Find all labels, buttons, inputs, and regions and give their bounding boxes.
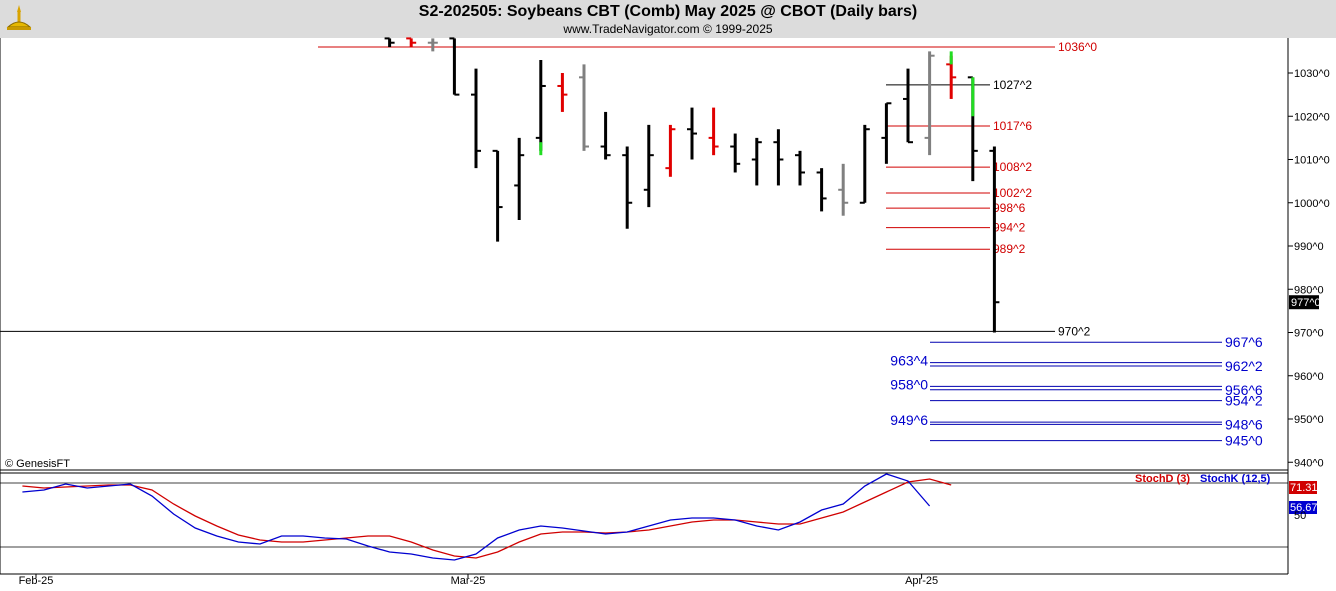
last-price-label: 977^0 [1291, 297, 1321, 309]
y-axis-panel [1288, 38, 1336, 591]
x-tick-label: Mar-25 [451, 575, 486, 587]
black-level-label: 970^2 [1058, 324, 1091, 338]
y-tick-label: 1020^0 [1294, 111, 1330, 123]
legend-stochd: StochD (3) [1135, 473, 1190, 485]
stochd-value-label: 71.31 [1290, 482, 1318, 494]
blue-level-label: 956^6 [1225, 382, 1263, 398]
blue-level-label: 949^6 [890, 412, 928, 428]
chart-subtitle: www.TradeNavigator.com © 1999-2025 [563, 22, 773, 36]
stoch-line [22, 473, 931, 561]
y-tick-label: 970^0 [1294, 328, 1324, 340]
x-tick-label: Feb-25 [19, 575, 54, 587]
red-level-label: 1008^2 [993, 160, 1032, 174]
blue-level-label: 967^6 [1225, 334, 1263, 350]
blue-level-label: 954^2 [1225, 393, 1263, 409]
copyright-label: © GenesisFT [5, 458, 70, 470]
blue-level-label: 948^6 [1225, 416, 1263, 432]
stochk-value-label: 56.67 [1290, 502, 1318, 514]
y-tick-label: 1030^0 [1294, 68, 1330, 80]
y-tick-label: 1010^0 [1294, 155, 1330, 167]
oscillator-tick-label: 50 [1294, 510, 1306, 522]
blue-level-label: 958^0 [890, 376, 928, 392]
red-level-label: 1017^6 [993, 119, 1032, 133]
y-tick-label: 950^0 [1294, 414, 1324, 426]
blue-level-label: 963^4 [890, 353, 928, 369]
blue-level-label: 945^0 [1225, 433, 1263, 449]
y-tick-label: 960^0 [1294, 371, 1324, 383]
chart-title: S2-202505: Soybeans CBT (Comb) May 2025 … [418, 3, 918, 20]
y-tick-label: 980^0 [1294, 284, 1324, 296]
red-level-label: 994^2 [993, 221, 1026, 235]
blue-level-label: 962^2 [1225, 358, 1263, 374]
gold-logo-icon [6, 5, 32, 30]
stochk-value-badge [1289, 501, 1317, 514]
red-level-label: 998^6 [993, 201, 1026, 215]
y-tick-label: 1000^0 [1294, 198, 1330, 210]
y-tick-label: 990^0 [1294, 241, 1324, 253]
x-tick-label: Apr-25 [905, 575, 938, 587]
last-price-badge [1289, 295, 1319, 310]
red-level-label: 1036^0 [1058, 40, 1097, 54]
y-tick-label: 940^0 [1294, 457, 1324, 469]
black-level-label: 1027^2 [993, 78, 1032, 92]
legend-stochk: StochK (12,5) [1200, 473, 1271, 485]
chart-header [0, 0, 1336, 38]
stochd-value-badge [1289, 481, 1317, 494]
red-level-label: 1002^2 [993, 186, 1032, 200]
red-level-label: 989^2 [993, 242, 1026, 256]
